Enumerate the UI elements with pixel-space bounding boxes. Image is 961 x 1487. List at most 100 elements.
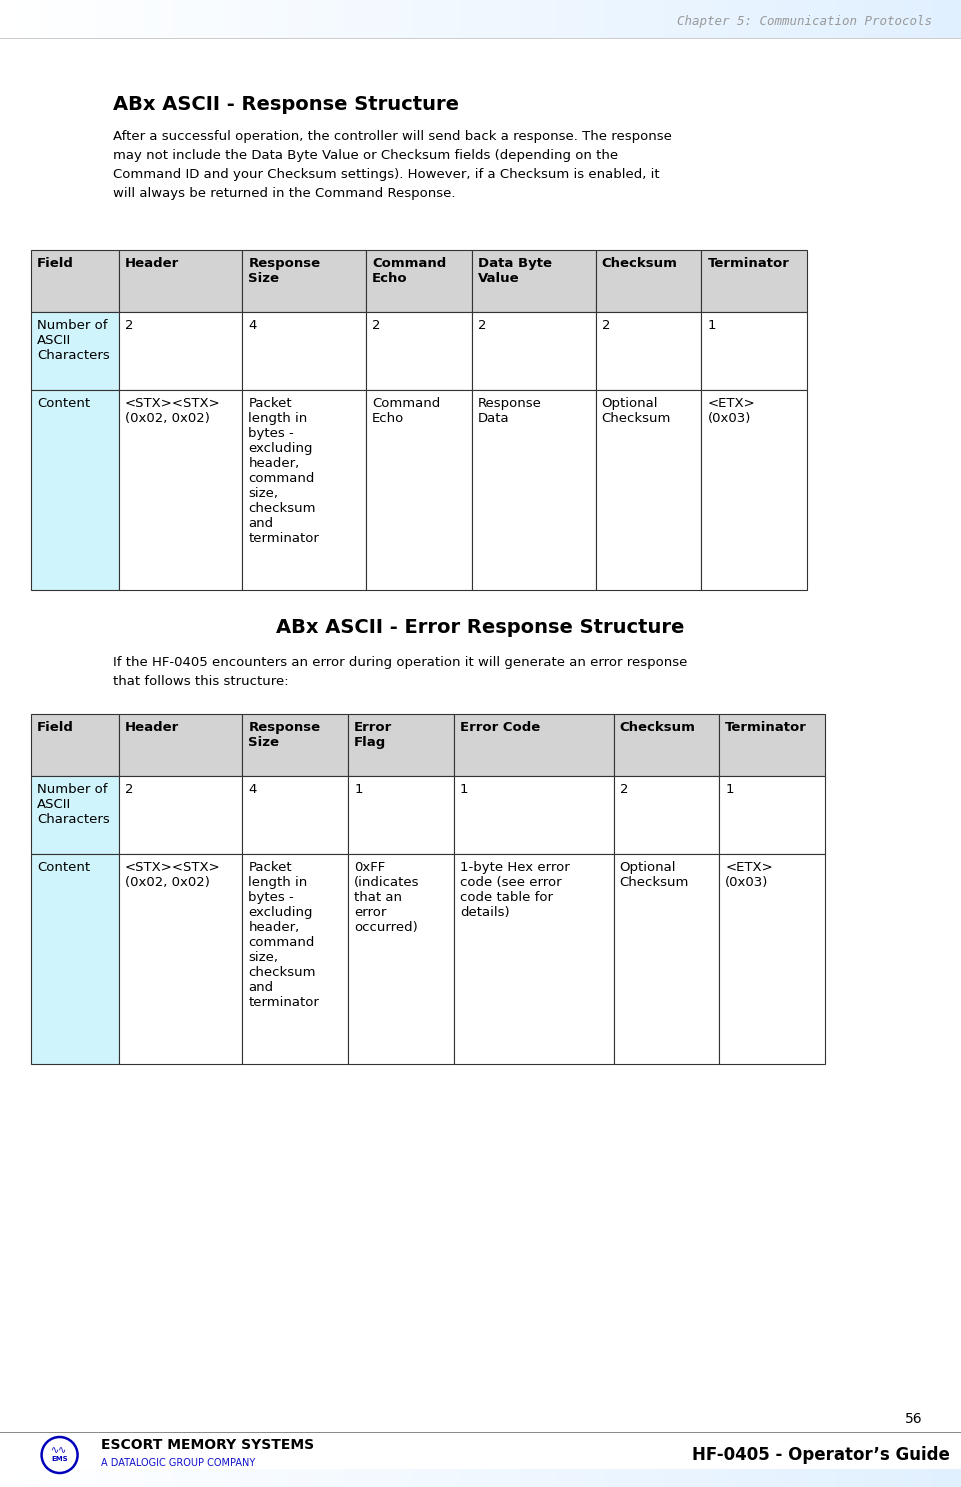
Bar — [125, 1469, 135, 1487]
Bar — [673, 1469, 682, 1487]
Text: ESCORT MEMORY SYSTEMS: ESCORT MEMORY SYSTEMS — [101, 1438, 314, 1451]
Text: ABx ASCII - Error Response Structure: ABx ASCII - Error Response Structure — [277, 619, 684, 636]
Bar — [865, 0, 875, 39]
Text: Optional
Checksum: Optional Checksum — [602, 397, 671, 425]
Text: Response
Size: Response Size — [248, 721, 320, 749]
Bar — [951, 1469, 961, 1487]
Bar — [653, 0, 663, 39]
Bar — [183, 0, 192, 39]
Bar — [865, 1469, 875, 1487]
Bar — [644, 1469, 653, 1487]
Bar — [31, 714, 118, 776]
Text: 56: 56 — [905, 1413, 923, 1426]
Bar — [394, 1469, 404, 1487]
Text: Header: Header — [125, 257, 179, 271]
Bar — [692, 0, 702, 39]
Bar — [721, 1469, 730, 1487]
Text: Number of
ASCII
Characters: Number of ASCII Characters — [37, 320, 110, 361]
Text: 2: 2 — [620, 784, 628, 796]
Bar — [759, 0, 769, 39]
Bar — [472, 312, 596, 390]
Text: A DATALOGIC GROUP COMPANY: A DATALOGIC GROUP COMPANY — [101, 1457, 256, 1468]
Bar — [702, 1469, 711, 1487]
Bar — [10, 1469, 19, 1487]
Bar — [613, 714, 720, 776]
Bar — [884, 0, 894, 39]
Text: 2: 2 — [125, 320, 134, 332]
Bar — [788, 1469, 798, 1487]
Bar — [384, 1469, 394, 1487]
Bar — [509, 0, 519, 39]
Bar — [118, 312, 242, 390]
Text: Error
Flag: Error Flag — [355, 721, 392, 749]
Bar — [538, 0, 548, 39]
Bar — [529, 0, 538, 39]
Bar — [242, 312, 366, 390]
Bar — [586, 0, 596, 39]
Bar — [384, 0, 394, 39]
Bar — [336, 1469, 346, 1487]
Text: Optional
Checksum: Optional Checksum — [620, 861, 689, 889]
Bar — [548, 0, 557, 39]
Bar — [846, 0, 855, 39]
Bar — [548, 1469, 557, 1487]
Text: Content: Content — [37, 397, 90, 410]
Bar — [894, 1469, 903, 1487]
Bar — [567, 0, 577, 39]
Text: Checksum: Checksum — [620, 721, 696, 735]
Bar — [509, 1469, 519, 1487]
Bar — [702, 312, 807, 390]
Bar — [106, 1469, 115, 1487]
Bar — [826, 0, 836, 39]
Bar — [346, 1469, 356, 1487]
Bar — [730, 0, 740, 39]
Bar — [77, 0, 86, 39]
Bar — [490, 0, 500, 39]
Text: If the HF-0405 encounters an error during operation it will generate an error re: If the HF-0405 encounters an error durin… — [113, 656, 688, 688]
Text: 1: 1 — [726, 784, 734, 796]
Bar — [778, 1469, 788, 1487]
Bar — [577, 1469, 586, 1487]
Text: 2: 2 — [478, 320, 486, 332]
Bar — [613, 776, 720, 854]
Bar — [557, 1469, 567, 1487]
Bar — [67, 0, 77, 39]
Bar — [826, 1469, 836, 1487]
Text: <STX><STX>
(0x02, 0x02): <STX><STX> (0x02, 0x02) — [125, 397, 220, 425]
Bar — [702, 250, 807, 312]
Bar — [0, 1469, 10, 1487]
Text: 1: 1 — [355, 784, 362, 796]
Bar — [31, 854, 118, 1065]
Bar — [942, 0, 951, 39]
Bar — [490, 1469, 500, 1487]
Bar — [317, 0, 327, 39]
Bar — [115, 1469, 125, 1487]
Bar — [231, 1469, 240, 1487]
Bar — [625, 1469, 634, 1487]
Bar — [298, 1469, 308, 1487]
Bar — [596, 1469, 605, 1487]
Bar — [596, 312, 702, 390]
Text: Error Code: Error Code — [460, 721, 540, 735]
Bar — [932, 1469, 942, 1487]
Bar — [298, 0, 308, 39]
Bar — [58, 1469, 67, 1487]
Bar — [711, 0, 721, 39]
Bar — [365, 1469, 375, 1487]
Bar — [221, 0, 231, 39]
Bar — [720, 776, 825, 854]
Bar — [454, 714, 613, 776]
Bar — [472, 390, 596, 590]
Bar — [365, 0, 375, 39]
Bar — [144, 1469, 154, 1487]
Bar — [519, 0, 529, 39]
Bar — [279, 0, 288, 39]
Bar — [682, 0, 692, 39]
Bar — [240, 1469, 250, 1487]
Bar — [769, 0, 778, 39]
Bar — [154, 0, 163, 39]
Text: Command
Echo: Command Echo — [372, 397, 440, 425]
Bar — [855, 1469, 865, 1487]
Text: EMS: EMS — [51, 1456, 68, 1462]
Bar — [730, 1469, 740, 1487]
